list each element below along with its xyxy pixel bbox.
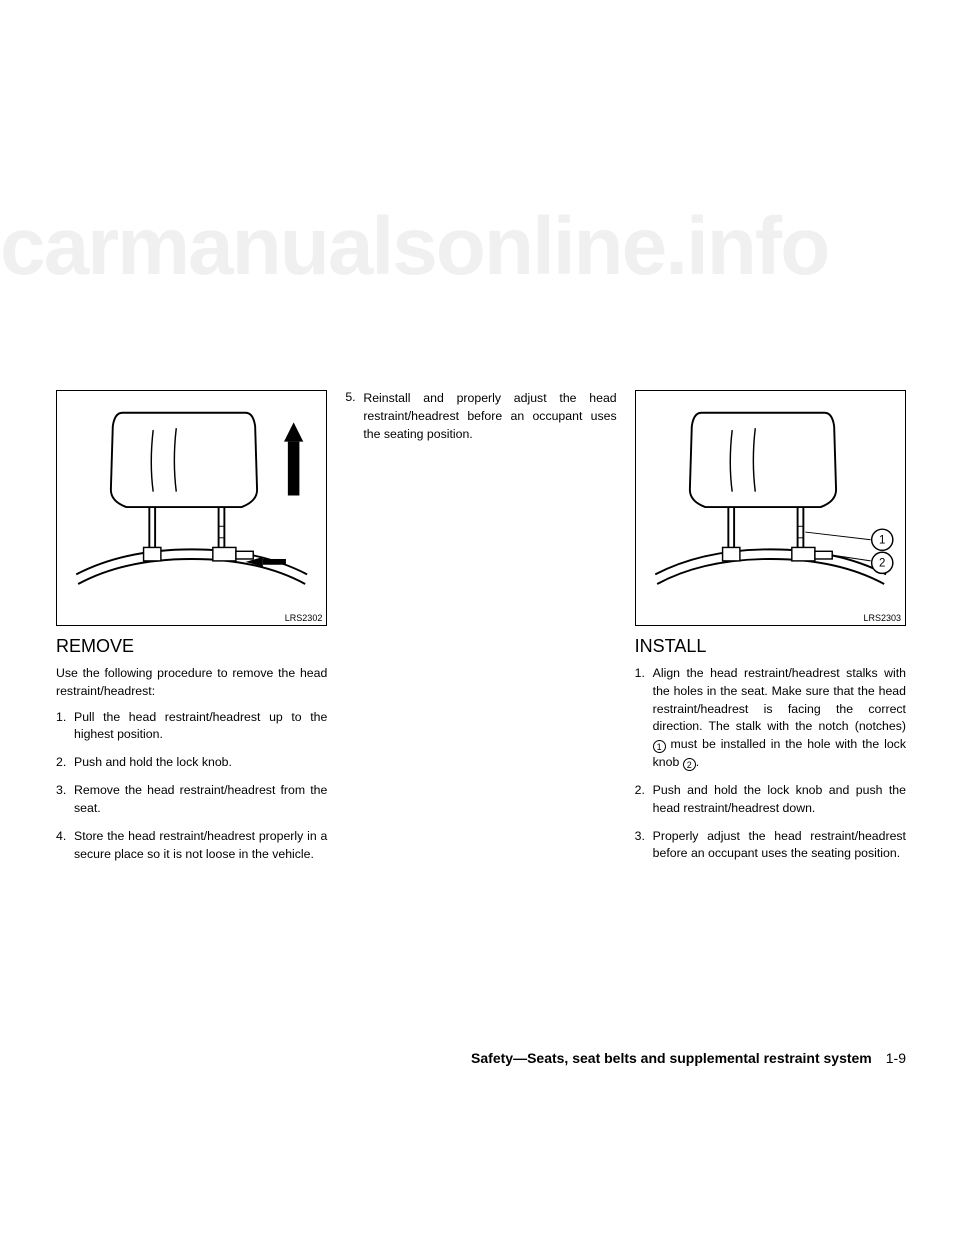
column-right: 1 2 LRS2303 INSTALL Align the head restr… [635,390,906,873]
footer-page: 1-9 [886,1050,906,1066]
remove-steps: Pull the head restraint/headrest up to t… [56,709,327,864]
step5-num: 5. [345,390,355,404]
heading-install: INSTALL [635,636,906,657]
heading-remove: REMOVE [56,636,327,657]
figure-remove: LRS2302 [56,390,327,626]
step5-wrap: 5. Reinstall and properly adjust the hea… [345,390,616,443]
figure-label-remove: LRS2302 [285,613,323,623]
figure-label-install: LRS2303 [863,613,901,623]
callout-1-icon: 1 [653,740,666,753]
column-left: LRS2302 REMOVE Use the following procedu… [56,390,327,873]
install-step-2: Push and hold the lock knob and push the… [653,782,906,818]
install-step-1c: . [696,755,699,769]
remove-step-1: Pull the head restraint/headrest up to t… [74,709,327,745]
svg-text:1: 1 [879,535,885,547]
install-step-1: Align the head restraint/headrest stalks… [653,665,906,772]
remove-intro: Use the following procedure to remove th… [56,665,327,701]
remove-step-3: Remove the head restraint/headrest from … [74,782,327,818]
remove-step-4: Store the head restraint/headrest proper… [74,828,327,864]
column-middle: 5. Reinstall and properly adjust the hea… [345,390,616,873]
install-steps: Align the head restraint/headrest stalks… [635,665,906,863]
callout-2-icon: 2 [683,758,696,771]
remove-step-2: Push and hold the lock knob. [74,754,327,772]
headrest-remove-svg [57,391,326,625]
svg-text:2: 2 [879,558,885,570]
step5-text: Reinstall and properly adjust the head r… [363,390,616,443]
headrest-install-svg: 1 2 [636,391,905,625]
page-columns: LRS2302 REMOVE Use the following procedu… [56,390,906,873]
figure-install: 1 2 LRS2303 [635,390,906,626]
page-footer: Safety—Seats, seat belts and supplementa… [471,1050,906,1066]
install-step-3: Properly adjust the head restraint/headr… [653,828,906,864]
install-step-1a: Align the head restraint/headrest stalks… [653,666,906,733]
watermark-text: carmanualsonline.info [0,200,960,294]
footer-section: Safety—Seats, seat belts and supplementa… [471,1050,872,1066]
